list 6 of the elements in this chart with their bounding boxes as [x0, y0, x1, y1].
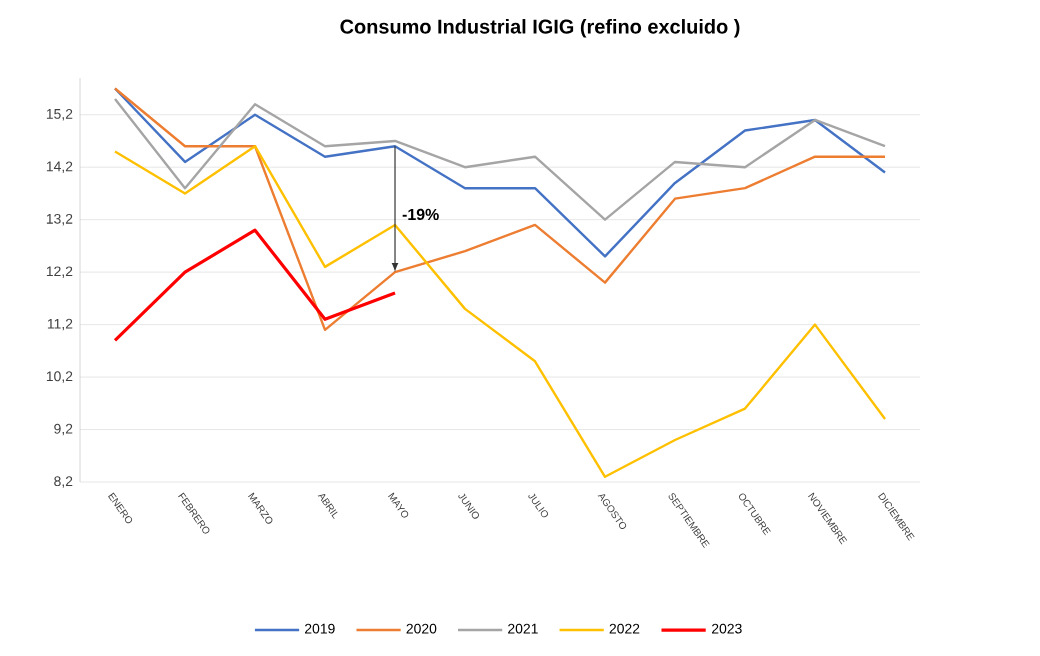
line-series	[113, 145, 887, 478]
line-series	[113, 87, 887, 258]
line-series	[113, 87, 887, 332]
chart-title: Consumo Industrial IGIG (refino excluido )	[340, 19, 740, 38]
line-series	[113, 228, 397, 342]
line-series	[113, 97, 887, 221]
